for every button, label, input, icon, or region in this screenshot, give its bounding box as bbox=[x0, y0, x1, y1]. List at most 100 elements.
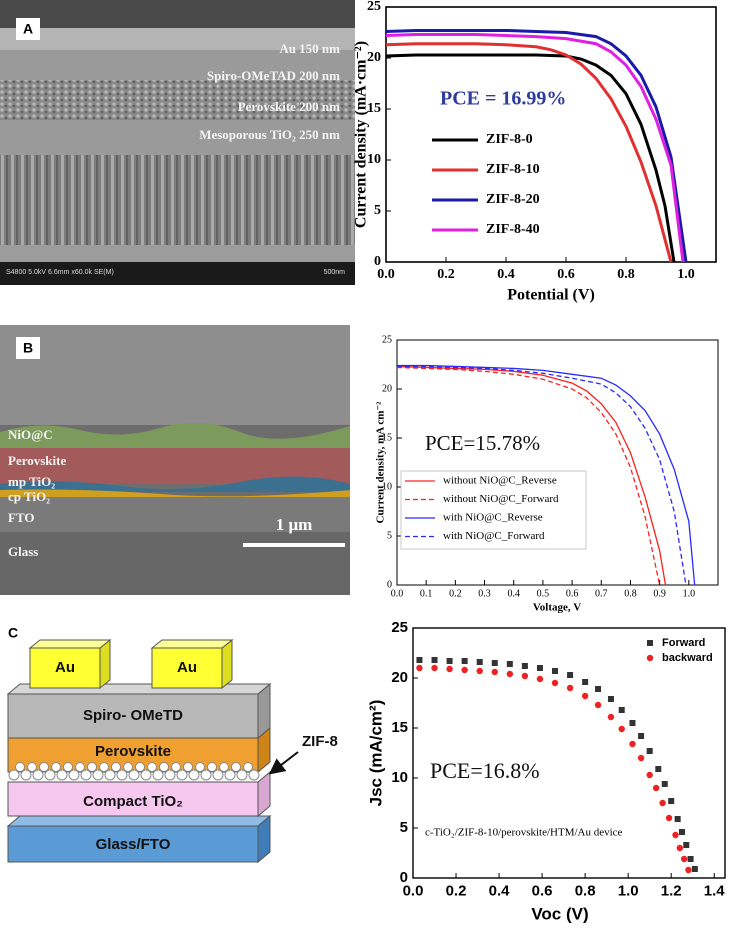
zif-particle bbox=[75, 762, 85, 772]
zif-particle bbox=[147, 762, 157, 772]
point bbox=[674, 816, 681, 822]
y-tick-label: 25 bbox=[367, 0, 381, 14]
point bbox=[685, 866, 692, 874]
chart: 0.0 0.2 0.4 0.6 0.8 1.0 0 5 10 15 20 25 Potential (V… bbox=[353, 0, 717, 304]
annotation: PCE=15.78% bbox=[425, 431, 540, 455]
layer-label: Compact TiO₂ bbox=[83, 793, 183, 810]
zif-particle bbox=[171, 762, 181, 772]
zif-particle bbox=[152, 769, 164, 781]
legend-label: without NiO@C_Forward bbox=[443, 493, 559, 505]
point bbox=[552, 668, 559, 674]
series-line bbox=[397, 365, 687, 586]
panel-label: C bbox=[8, 625, 18, 641]
x-tick-label: 0.6 bbox=[557, 267, 575, 282]
x-tick-label: 0.5 bbox=[537, 588, 550, 599]
chart: 0.0 0.2 0.4 0.6 0.8 1.0 1.2 1.4 0 5 10 15 20 25 Voc (V… bbox=[366, 619, 726, 923]
x-axis-label: Voc (V) bbox=[531, 904, 588, 923]
legend-label: without NiO@C_Reverse bbox=[443, 475, 557, 487]
zif-particle bbox=[51, 762, 61, 772]
point bbox=[637, 754, 645, 762]
zif-particle bbox=[32, 769, 44, 781]
point bbox=[629, 740, 636, 748]
x-tick-label: 0.4 bbox=[497, 267, 515, 282]
zif-particle bbox=[116, 769, 128, 781]
zif-particle bbox=[123, 762, 133, 772]
zif-particle bbox=[159, 762, 169, 772]
y-axis-label: Jsc (mA/cm²) bbox=[366, 700, 385, 807]
zif-particle bbox=[44, 769, 56, 781]
point bbox=[536, 675, 544, 683]
point bbox=[567, 672, 574, 678]
y-tick-label: 0 bbox=[387, 579, 392, 590]
point bbox=[680, 855, 688, 863]
legend-swatch bbox=[647, 640, 653, 646]
zif-particle bbox=[87, 762, 97, 772]
x-tick-label: 0.8 bbox=[617, 267, 635, 282]
point bbox=[416, 664, 423, 672]
electrode-label: Au bbox=[55, 659, 75, 676]
y-tick-label: 20 bbox=[391, 669, 408, 686]
callout-label: ZIF-8 bbox=[302, 733, 338, 750]
panel-label-box bbox=[16, 337, 40, 359]
legend-swatch bbox=[646, 654, 654, 662]
x-tick-label: 1.4 bbox=[704, 882, 726, 899]
point bbox=[638, 733, 645, 739]
sem-scale: 500nm bbox=[324, 269, 346, 276]
device-diagram: C bbox=[6, 625, 299, 864]
y-tick-label: 15 bbox=[382, 432, 392, 443]
y-tick-label: 20 bbox=[382, 383, 392, 394]
y-tick-label: 10 bbox=[382, 481, 392, 492]
x-tick-label: 0.0 bbox=[377, 267, 395, 282]
point bbox=[431, 664, 438, 672]
sem-image-a: Au 150 nm Spiro-OMeTAD 200 nm Perovskite… bbox=[0, 0, 355, 285]
x-tick-label: 0.2 bbox=[437, 267, 455, 282]
series-line bbox=[397, 364, 696, 586]
x-tick-label: 0.9 bbox=[653, 588, 666, 599]
point bbox=[646, 748, 653, 754]
zif-particle bbox=[99, 762, 109, 772]
point bbox=[521, 663, 528, 669]
y-tick-label: 10 bbox=[391, 769, 408, 786]
x-tick-label: 1.2 bbox=[661, 882, 682, 899]
zif-particle bbox=[224, 769, 236, 781]
y-axis-label: Current density (mA·cm⁻²) bbox=[353, 41, 370, 228]
zif-particle bbox=[15, 762, 25, 772]
point bbox=[687, 856, 694, 862]
zif-particle bbox=[188, 769, 200, 781]
point bbox=[536, 665, 543, 671]
x-tick-label: 0.2 bbox=[449, 588, 462, 599]
zif-particle bbox=[195, 762, 205, 772]
zif-particle bbox=[63, 762, 73, 772]
x-tick-label: 0.8 bbox=[624, 588, 637, 599]
layer-label: Spiro-OMeTAD 200 nm bbox=[207, 68, 340, 83]
zif-particle bbox=[27, 762, 37, 772]
zif-particle bbox=[39, 762, 49, 772]
zif-particle bbox=[128, 769, 140, 781]
x-tick-label: 0.8 bbox=[575, 882, 596, 899]
point bbox=[551, 679, 559, 687]
point bbox=[607, 713, 615, 721]
series-line bbox=[385, 42, 673, 263]
annotation: PCE=16.8% bbox=[430, 758, 540, 783]
zif-particle bbox=[68, 769, 80, 781]
x-axis-label: Voltage, V bbox=[533, 602, 581, 614]
layer-label: Perovskite bbox=[8, 453, 66, 468]
y-tick-label: 15 bbox=[367, 101, 381, 116]
layer-label: mp TiO₂ bbox=[8, 474, 55, 489]
legend-label: Forward bbox=[662, 637, 705, 649]
point bbox=[665, 814, 673, 822]
series-line bbox=[385, 28, 688, 263]
point bbox=[566, 684, 574, 692]
annotation: PCE = 16.99% bbox=[440, 88, 566, 110]
x-tick-label: 1.0 bbox=[677, 267, 695, 282]
zif-particle bbox=[231, 762, 241, 772]
legend-label: ZIF-8-40 bbox=[486, 222, 540, 237]
zif-particle bbox=[236, 769, 248, 781]
point bbox=[476, 667, 483, 675]
legend-label: with NiO@C_Forward bbox=[443, 530, 545, 542]
point bbox=[506, 670, 514, 678]
series-line bbox=[385, 53, 676, 263]
point bbox=[491, 668, 498, 676]
zif-particle bbox=[135, 762, 145, 772]
